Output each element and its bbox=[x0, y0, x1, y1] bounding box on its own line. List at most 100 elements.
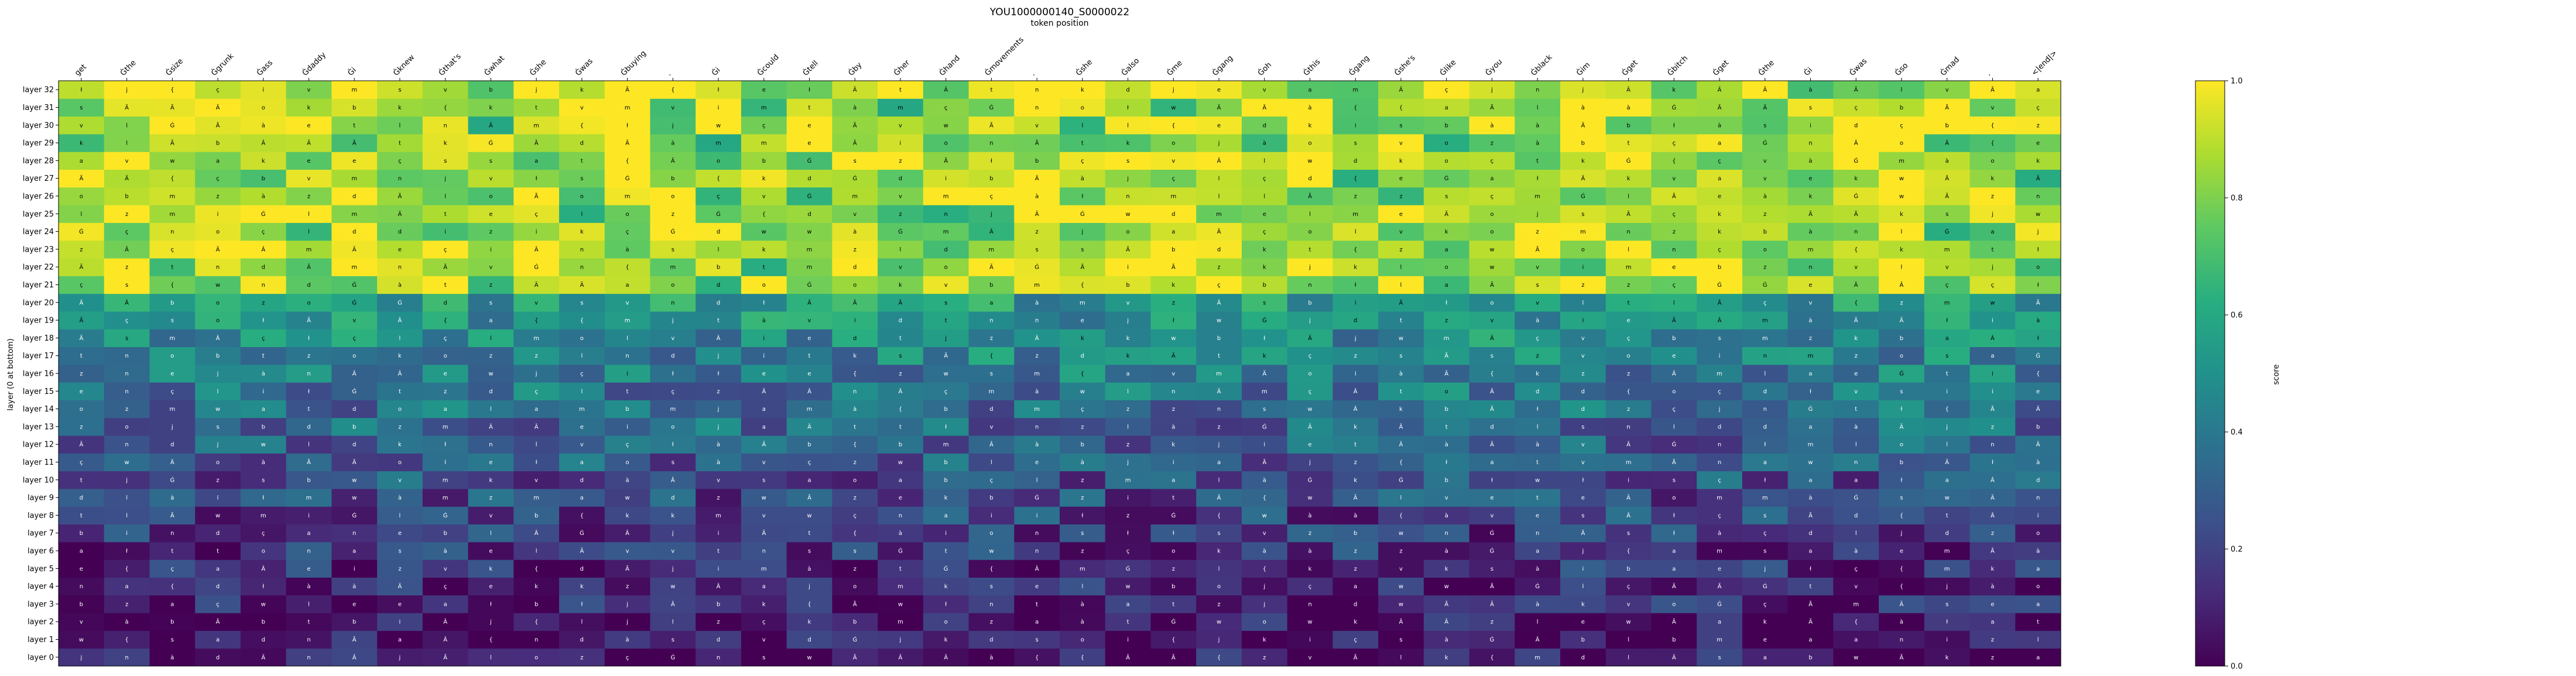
heatmap-cell-label: l bbox=[1400, 265, 1402, 271]
heatmap-cell-label: ç bbox=[990, 193, 994, 200]
heatmap-cell bbox=[832, 613, 878, 631]
heatmap-cell-label: Ä bbox=[125, 245, 129, 253]
heatmap-cell-label: ç bbox=[1217, 282, 1221, 289]
heatmap-cell-label: i bbox=[1355, 122, 1356, 129]
heatmap-cell-label: { bbox=[125, 637, 128, 643]
heatmap-cell bbox=[1879, 613, 1925, 631]
heatmap-cell-label: w bbox=[352, 477, 357, 483]
heatmap-cell bbox=[1605, 613, 1652, 631]
heatmap-cell-label: { bbox=[1035, 654, 1039, 661]
heatmap-cell bbox=[1969, 382, 2016, 400]
heatmap-cell bbox=[104, 541, 150, 560]
heatmap-cell bbox=[1697, 524, 1743, 543]
heatmap-cell-label: t bbox=[1400, 389, 1402, 395]
heatmap-cell bbox=[240, 488, 287, 507]
heatmap-cell bbox=[1332, 630, 1379, 649]
heatmap-cell-label: Ġ bbox=[1854, 192, 1858, 200]
heatmap-cell bbox=[1378, 382, 1424, 400]
heatmap-cell bbox=[786, 382, 833, 400]
heatmap-cell-label: k bbox=[626, 513, 629, 519]
heatmap-cell-label: ç bbox=[262, 229, 265, 235]
heatmap-cell-label: ç bbox=[626, 442, 629, 448]
heatmap-cell bbox=[1560, 506, 1606, 525]
heatmap-cell-label: à bbox=[1763, 193, 1767, 200]
heatmap-cell-label: j bbox=[1945, 424, 1948, 430]
heatmap-cell bbox=[1469, 506, 1515, 525]
heatmap-cell-label: i bbox=[945, 176, 947, 182]
heatmap-cell-label: n bbox=[1854, 229, 1858, 235]
heatmap-cell bbox=[878, 630, 924, 649]
heatmap-cell bbox=[832, 417, 878, 436]
heatmap-cell-label: o bbox=[444, 353, 447, 359]
heatmap-cell bbox=[1697, 346, 1743, 365]
heatmap-cell-label: à bbox=[1536, 565, 1539, 572]
heatmap-cell bbox=[1787, 541, 1834, 560]
heatmap-cell-label: e bbox=[762, 371, 766, 378]
heatmap-cell-label: m bbox=[943, 193, 949, 200]
heatmap-cell-label: v bbox=[489, 176, 492, 182]
heatmap-cell-label: { bbox=[1399, 459, 1403, 466]
heatmap-cell-label: { bbox=[1490, 371, 1493, 378]
heatmap-cell-label: v bbox=[1581, 442, 1585, 448]
heatmap-cell-label: a bbox=[444, 406, 447, 413]
heatmap-cell-label: ł bbox=[581, 601, 583, 608]
heatmap-cell bbox=[1196, 541, 1242, 560]
heatmap-cell bbox=[559, 417, 605, 436]
heatmap-cell-label: n bbox=[944, 211, 948, 218]
heatmap-cell-label: v bbox=[989, 424, 993, 430]
heatmap-cell bbox=[878, 577, 924, 596]
heatmap-cell bbox=[650, 541, 696, 560]
heatmap-cell bbox=[1378, 506, 1424, 525]
heatmap-cell bbox=[604, 329, 650, 348]
heatmap-cell bbox=[1651, 417, 1697, 436]
heatmap-cell bbox=[786, 648, 833, 667]
heatmap-cell-label: i bbox=[1628, 477, 1629, 483]
heatmap-cell-label: b bbox=[1445, 477, 1448, 483]
heatmap-cell-label: d bbox=[1945, 530, 1949, 537]
heatmap-cell-label: z bbox=[854, 459, 857, 466]
heatmap-cell bbox=[149, 400, 196, 418]
heatmap-cell-label: o bbox=[1308, 371, 1311, 378]
chart-title: YOU1000000140_S0000022 bbox=[989, 6, 1129, 18]
heatmap-cell-label: l bbox=[2037, 637, 2039, 643]
heatmap-cell-label: v bbox=[1399, 229, 1403, 235]
heatmap-cell bbox=[786, 541, 833, 560]
heatmap-cell-label: m bbox=[1717, 637, 1722, 643]
heatmap-cell-label: l bbox=[1628, 637, 1629, 643]
heatmap-cell-label: j bbox=[717, 424, 720, 430]
heatmap-cell-label: i bbox=[536, 229, 537, 235]
heatmap-cell-label: b bbox=[1626, 566, 1630, 572]
heatmap-cell bbox=[1879, 595, 1925, 613]
heatmap-cell-label: j bbox=[1218, 637, 1220, 643]
heatmap-cell bbox=[832, 595, 878, 613]
heatmap-cell-label: à bbox=[1536, 122, 1539, 129]
heatmap-cell bbox=[1879, 471, 1925, 489]
heatmap-cell-label: k bbox=[489, 105, 493, 111]
heatmap-cell bbox=[1697, 613, 1743, 631]
heatmap-cell bbox=[1469, 577, 1515, 596]
heatmap-cell bbox=[1969, 613, 2016, 631]
heatmap-cell-label: l bbox=[490, 530, 492, 537]
heatmap-cell bbox=[104, 613, 150, 631]
heatmap-cell-label: t bbox=[763, 265, 765, 271]
x-axis-label: token position bbox=[1030, 19, 1088, 28]
heatmap-cell-label: Â bbox=[1399, 441, 1403, 448]
heatmap-cell bbox=[1241, 524, 1288, 543]
heatmap-cell-label: o bbox=[1581, 246, 1585, 253]
heatmap-cell-label: Ä bbox=[1626, 494, 1630, 502]
heatmap-cell bbox=[377, 346, 423, 365]
heatmap-cell bbox=[377, 382, 423, 400]
heatmap-cell-label: j bbox=[672, 566, 674, 572]
heatmap-cell bbox=[650, 630, 696, 649]
heatmap-cell-label: Ã bbox=[1490, 582, 1494, 590]
heatmap-cell bbox=[468, 329, 514, 348]
heatmap-cell-label: Ġ bbox=[716, 210, 721, 218]
heatmap-cell bbox=[1423, 541, 1470, 560]
heatmap-cell-label: k bbox=[489, 566, 493, 572]
heatmap-cell-label: o bbox=[853, 477, 857, 483]
heatmap-cell-label: a bbox=[1171, 477, 1175, 483]
heatmap-cell-label: w bbox=[1489, 265, 1494, 271]
heatmap-cell bbox=[195, 453, 241, 472]
heatmap-cell bbox=[1924, 613, 1971, 631]
heatmap-cell bbox=[1651, 560, 1697, 578]
